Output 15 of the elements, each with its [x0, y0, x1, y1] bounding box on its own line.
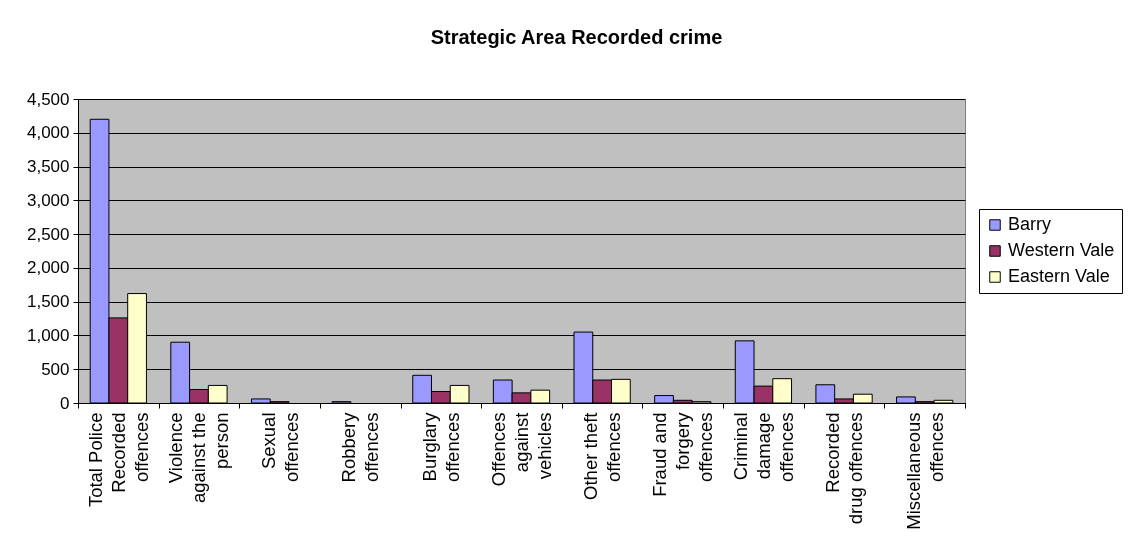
y-tick-label: 1,500: [26, 292, 70, 312]
y-tick-label: 3,500: [26, 157, 70, 177]
legend-label: Western Vale: [1008, 240, 1115, 260]
y-tick-label: 500: [41, 359, 70, 379]
y-tick-label: 0: [60, 393, 70, 413]
y-tick-label: 1,000: [26, 325, 70, 345]
y-tick-label: 4,500: [26, 89, 70, 109]
y-tick-label: 2,000: [26, 258, 70, 278]
y-tick-label: 3,000: [26, 190, 70, 210]
y-tick-label: 2,500: [26, 224, 70, 244]
chart-title: Strategic Area Recorded crime: [430, 26, 723, 48]
legend-label: Barry: [1008, 214, 1052, 234]
y-tick-label: 4,000: [26, 123, 70, 143]
legend-label: Eastern Vale: [1008, 266, 1110, 286]
x-tick-label: Total Police Recorded offences: [84, 412, 152, 508]
